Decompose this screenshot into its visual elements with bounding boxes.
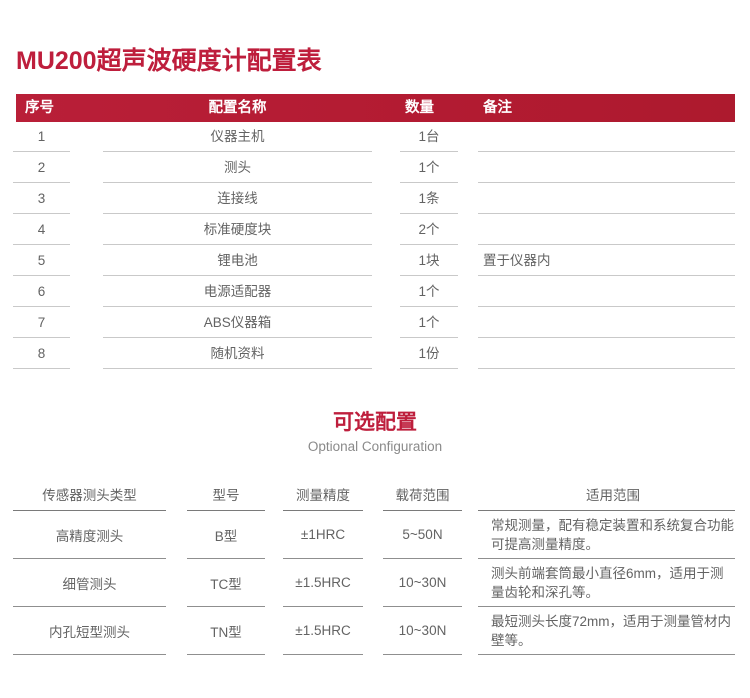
cell-scope-text: 常规测量，配有稳定装置和系统复合功能可提高测量精度。 (491, 517, 734, 552)
table-body: 1 仪器主机 1台 2 测头 1个 3 连接线 1条 4 标准硬度块 2个 5 … (13, 122, 735, 370)
cell-no: 7 (13, 308, 70, 338)
cell-scope-text: 测头前端套筒最小直径6mm，适用于测量齿轮和深孔等。 (491, 565, 724, 600)
cell-model: TC型 (187, 559, 265, 607)
column-header-note: 备注 (483, 100, 512, 116)
cell-scope: 常规测量，配有稳定装置和系统复合功能可提高测量精度。 (478, 511, 735, 559)
table-row: 3 连接线 1条 (13, 184, 735, 215)
cell-no: 4 (13, 215, 70, 245)
column-header-model: 型号 (187, 477, 265, 511)
cell-name: 标准硬度块 (103, 215, 372, 245)
page-title: MU200超声波硬度计配置表 (16, 47, 322, 75)
table-row: 8 随机资料 1份 (13, 339, 735, 370)
table-row: 7 ABS仪器箱 1个 (13, 308, 735, 339)
cell-model: TN型 (187, 607, 265, 655)
column-header-accuracy: 测量精度 (283, 477, 363, 511)
optional-table-row: 高精度测头 B型 ±1HRC 5~50N 常规测量，配有稳定装置和系统复合功能可… (13, 511, 735, 559)
column-header-qty: 数量 (405, 100, 434, 116)
cell-load: 5~50N (383, 511, 462, 559)
optional-title-cn: 可选配置 (333, 411, 417, 434)
configuration-table: 序号 配置名称 数量 备注 1 仪器主机 1台 2 测头 1个 3 连接线 1条… (13, 94, 735, 370)
cell-no: 5 (13, 246, 70, 276)
cell-note (478, 308, 735, 338)
cell-no: 1 (13, 122, 70, 152)
column-header-no: 序号 (25, 100, 54, 116)
cell-qty: 1份 (400, 339, 458, 369)
cell-qty: 1个 (400, 153, 458, 183)
cell-note (478, 184, 735, 214)
table-row: 5 锂电池 1块 置于仪器内 (13, 246, 735, 277)
cell-no: 3 (13, 184, 70, 214)
optional-table-row: 内孔短型测头 TN型 ±1.5HRC 10~30N 最短测头长度72mm，适用于… (13, 607, 735, 655)
optional-configuration-heading: 可选配置 Optional Configuration (0, 410, 750, 457)
cell-note (478, 277, 735, 307)
cell-qty: 1个 (400, 308, 458, 338)
cell-note: 置于仪器内 (478, 246, 735, 276)
column-header-load: 载荷范围 (383, 477, 462, 511)
column-header-probe-type: 传感器测头类型 (13, 477, 166, 511)
optional-table-header-row: 传感器测头类型 型号 测量精度 载荷范围 适用范围 (13, 477, 735, 511)
column-header-scope: 适用范围 (478, 477, 735, 511)
cell-note (478, 153, 735, 183)
optional-title-en: Optional Configuration (307, 439, 443, 454)
cell-qty: 1条 (400, 184, 458, 214)
cell-name: 仪器主机 (103, 122, 372, 152)
cell-accuracy: ±1.5HRC (283, 607, 363, 655)
cell-name: 锂电池 (103, 246, 372, 276)
cell-name: ABS仪器箱 (103, 308, 372, 338)
cell-qty: 1块 (400, 246, 458, 276)
cell-qty: 2个 (400, 215, 458, 245)
table-row: 6 电源适配器 1个 (13, 277, 735, 308)
cell-name: 测头 (103, 153, 372, 183)
cell-qty: 1台 (400, 122, 458, 152)
cell-accuracy: ±1HRC (283, 511, 363, 559)
cell-name: 连接线 (103, 184, 372, 214)
optional-table-row: 细管测头 TC型 ±1.5HRC 10~30N 测头前端套筒最小直径6mm，适用… (13, 559, 735, 607)
cell-no: 2 (13, 153, 70, 183)
column-header-scope-label: 适用范围 (586, 487, 640, 503)
cell-note (478, 215, 735, 245)
cell-load: 10~30N (383, 559, 462, 607)
cell-scope-text: 最短测头长度72mm，适用于测量管材内壁等。 (491, 613, 732, 648)
table-row: 4 标准硬度块 2个 (13, 215, 735, 246)
cell-no: 8 (13, 339, 70, 369)
cell-scope: 测头前端套筒最小直径6mm，适用于测量齿轮和深孔等。 (478, 559, 735, 607)
cell-probe-type: 细管测头 (13, 559, 166, 607)
cell-load: 10~30N (383, 607, 462, 655)
table-row: 1 仪器主机 1台 (13, 122, 735, 153)
table-row: 2 测头 1个 (13, 153, 735, 184)
cell-model: B型 (187, 511, 265, 559)
cell-note (478, 339, 735, 369)
cell-name: 电源适配器 (103, 277, 372, 307)
table-header-row: 序号 配置名称 数量 备注 (16, 94, 735, 122)
cell-no: 6 (13, 277, 70, 307)
cell-name: 随机资料 (103, 339, 372, 369)
cell-scope: 最短测头长度72mm，适用于测量管材内壁等。 (478, 607, 735, 655)
column-header-name: 配置名称 (208, 100, 267, 116)
cell-probe-type: 高精度测头 (13, 511, 166, 559)
optional-configuration-table: 传感器测头类型 型号 测量精度 载荷范围 适用范围 高精度测头 B型 ±1HRC… (13, 477, 735, 655)
cell-qty: 1个 (400, 277, 458, 307)
cell-accuracy: ±1.5HRC (283, 559, 363, 607)
cell-note (478, 122, 735, 152)
cell-probe-type: 内孔短型测头 (13, 607, 166, 655)
